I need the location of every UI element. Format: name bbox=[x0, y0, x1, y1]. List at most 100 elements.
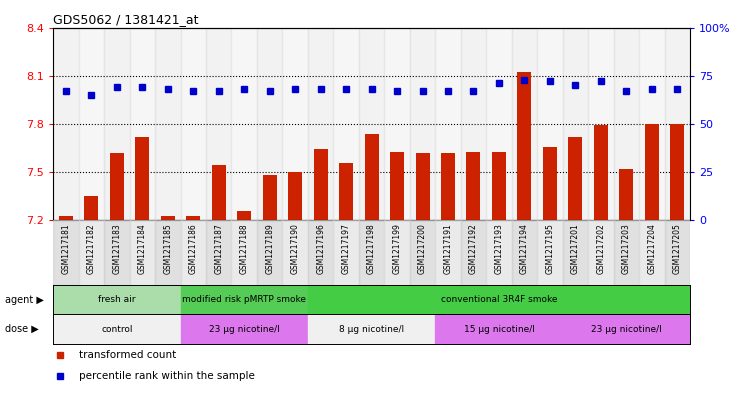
Text: GSM1217184: GSM1217184 bbox=[138, 223, 147, 274]
Text: GSM1217181: GSM1217181 bbox=[61, 223, 70, 274]
Bar bbox=[594, 125, 608, 220]
Bar bbox=[232, 220, 257, 285]
Bar bbox=[53, 220, 79, 285]
Bar bbox=[415, 152, 430, 220]
Bar bbox=[435, 28, 461, 220]
Bar bbox=[257, 28, 283, 220]
Bar bbox=[562, 220, 588, 285]
Bar bbox=[639, 28, 664, 220]
Bar bbox=[339, 163, 353, 220]
Bar bbox=[359, 220, 384, 285]
Bar bbox=[334, 220, 359, 285]
Bar bbox=[359, 28, 384, 220]
Bar bbox=[212, 165, 226, 220]
Bar bbox=[59, 216, 73, 220]
Text: GSM1217190: GSM1217190 bbox=[291, 223, 300, 274]
Bar bbox=[232, 28, 257, 220]
Bar bbox=[237, 211, 251, 220]
Text: 23 μg nicotine/l: 23 μg nicotine/l bbox=[209, 325, 280, 334]
Bar bbox=[79, 220, 104, 285]
Text: GSM1217194: GSM1217194 bbox=[520, 223, 529, 274]
Bar bbox=[308, 285, 690, 314]
Bar bbox=[104, 220, 130, 285]
Bar bbox=[206, 220, 232, 285]
Text: agent ▶: agent ▶ bbox=[5, 295, 44, 305]
Bar bbox=[79, 28, 104, 220]
Bar bbox=[461, 220, 486, 285]
Bar bbox=[283, 28, 308, 220]
Bar bbox=[155, 28, 181, 220]
Text: dose ▶: dose ▶ bbox=[5, 324, 39, 334]
Bar bbox=[588, 28, 613, 220]
Text: GSM1217188: GSM1217188 bbox=[240, 223, 249, 274]
Bar bbox=[130, 220, 155, 285]
Bar bbox=[181, 28, 206, 220]
Bar bbox=[334, 28, 359, 220]
Text: GSM1217185: GSM1217185 bbox=[163, 223, 172, 274]
Bar bbox=[135, 137, 149, 220]
Bar bbox=[314, 149, 328, 220]
Bar bbox=[511, 220, 537, 285]
Bar bbox=[206, 28, 232, 220]
Bar bbox=[181, 314, 308, 344]
Text: GSM1217186: GSM1217186 bbox=[189, 223, 198, 274]
Text: GSM1217192: GSM1217192 bbox=[469, 223, 478, 274]
Bar bbox=[155, 220, 181, 285]
Bar bbox=[130, 28, 155, 220]
Bar bbox=[588, 220, 613, 285]
Bar bbox=[670, 124, 684, 220]
Text: GSM1217197: GSM1217197 bbox=[342, 223, 351, 274]
Bar bbox=[461, 28, 486, 220]
Bar bbox=[308, 28, 334, 220]
Bar bbox=[486, 28, 511, 220]
Bar bbox=[186, 216, 200, 220]
Bar bbox=[365, 134, 379, 220]
Bar bbox=[110, 152, 124, 220]
Text: fresh air: fresh air bbox=[98, 295, 136, 304]
Text: GSM1217195: GSM1217195 bbox=[545, 223, 554, 274]
Bar bbox=[410, 220, 435, 285]
Bar bbox=[410, 28, 435, 220]
Text: control: control bbox=[101, 325, 133, 334]
Bar bbox=[384, 28, 410, 220]
Bar bbox=[390, 152, 404, 220]
Bar bbox=[537, 220, 562, 285]
Bar bbox=[53, 28, 79, 220]
Bar bbox=[639, 220, 664, 285]
Text: transformed count: transformed count bbox=[79, 350, 176, 360]
Text: GSM1217202: GSM1217202 bbox=[596, 223, 605, 274]
Bar bbox=[53, 314, 181, 344]
Bar bbox=[562, 28, 588, 220]
Text: GSM1217198: GSM1217198 bbox=[367, 223, 376, 274]
Text: GSM1217203: GSM1217203 bbox=[622, 223, 631, 274]
Bar bbox=[435, 314, 562, 344]
Bar bbox=[466, 152, 480, 220]
Bar bbox=[619, 169, 633, 220]
Text: GSM1217200: GSM1217200 bbox=[418, 223, 427, 274]
Text: 15 μg nicotine/l: 15 μg nicotine/l bbox=[463, 325, 534, 334]
Text: conventional 3R4F smoke: conventional 3R4F smoke bbox=[441, 295, 557, 304]
Bar bbox=[568, 137, 582, 220]
Bar bbox=[263, 175, 277, 220]
Text: GSM1217205: GSM1217205 bbox=[673, 223, 682, 274]
Bar bbox=[613, 28, 639, 220]
Bar bbox=[308, 314, 435, 344]
Text: GSM1217204: GSM1217204 bbox=[647, 223, 656, 274]
Bar bbox=[161, 216, 175, 220]
Text: GSM1217183: GSM1217183 bbox=[112, 223, 121, 274]
Text: GSM1217193: GSM1217193 bbox=[494, 223, 503, 274]
Text: GDS5062 / 1381421_at: GDS5062 / 1381421_at bbox=[53, 13, 199, 26]
Text: 23 μg nicotine/l: 23 μg nicotine/l bbox=[591, 325, 662, 334]
Bar bbox=[384, 220, 410, 285]
Bar bbox=[288, 172, 302, 220]
Bar bbox=[517, 72, 531, 220]
Bar bbox=[492, 152, 506, 220]
Bar bbox=[53, 285, 181, 314]
Bar bbox=[181, 220, 206, 285]
Text: GSM1217199: GSM1217199 bbox=[393, 223, 401, 274]
Bar bbox=[543, 147, 557, 220]
Text: GSM1217189: GSM1217189 bbox=[265, 223, 275, 274]
Bar bbox=[441, 152, 455, 220]
Text: GSM1217196: GSM1217196 bbox=[316, 223, 325, 274]
Bar bbox=[104, 28, 130, 220]
